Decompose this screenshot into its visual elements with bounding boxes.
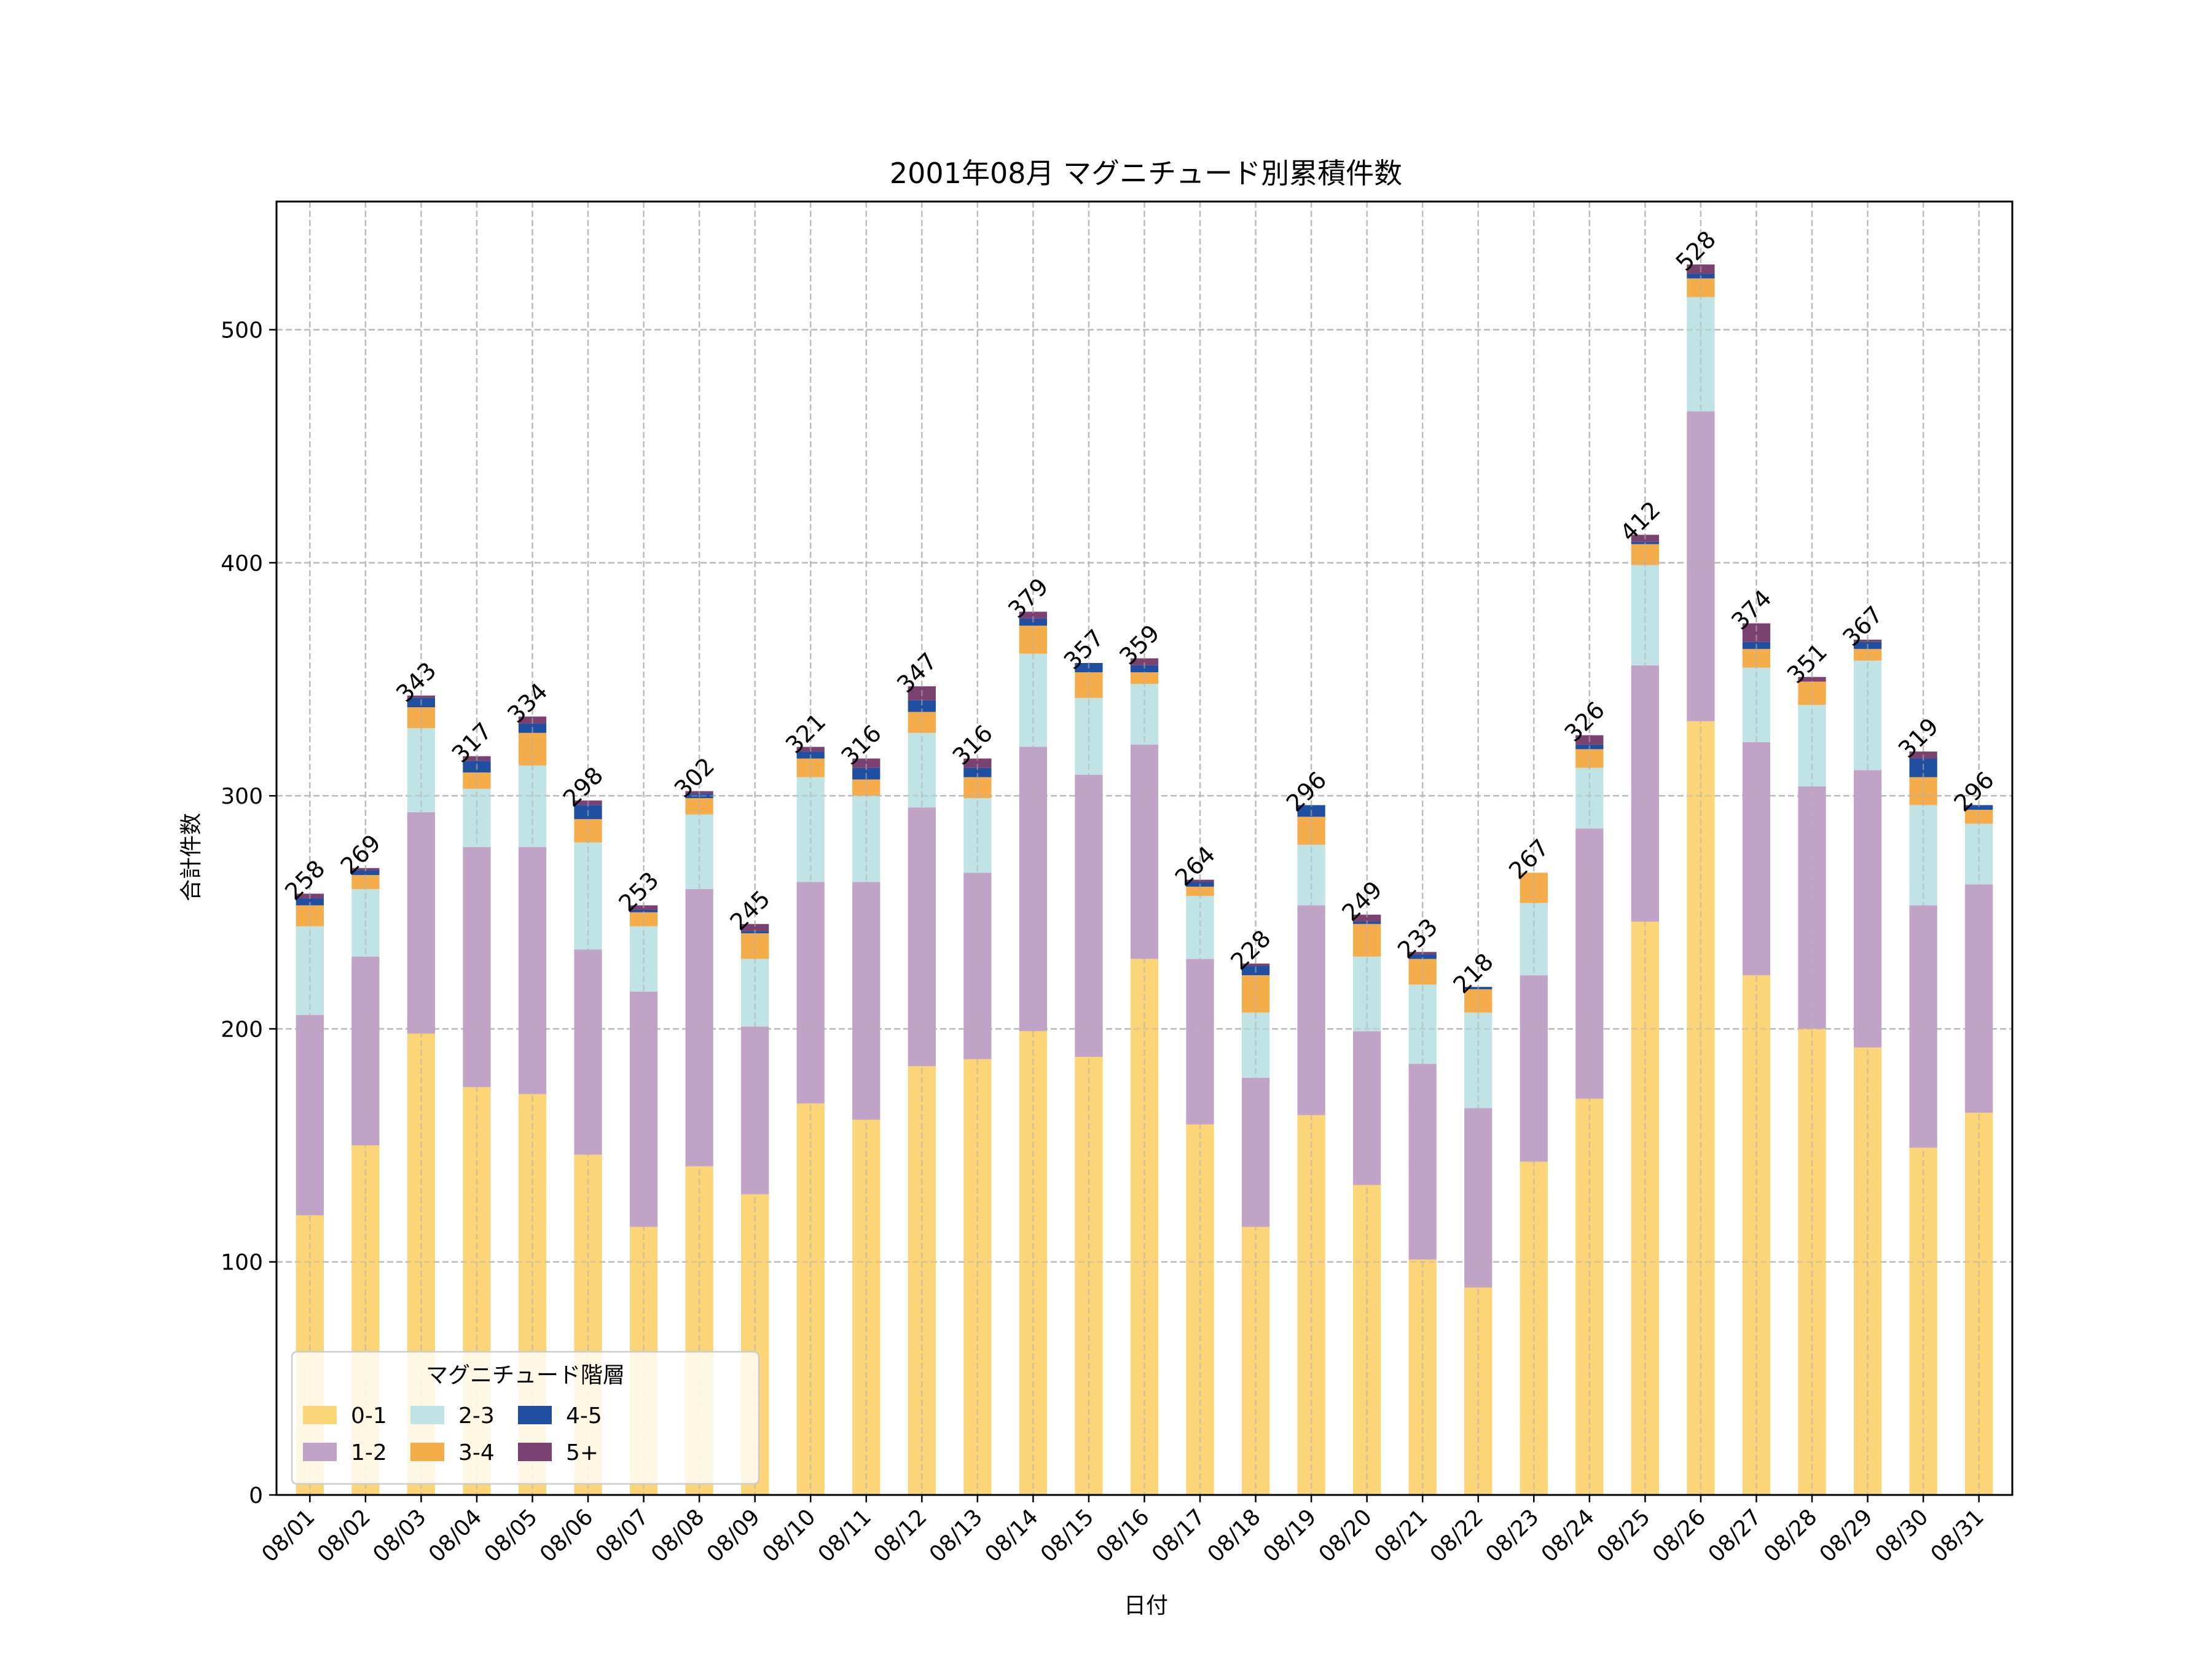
legend: マグニチュード階層 0-1 1-2 2-3 3-4 4-5 5+ bbox=[291, 1351, 760, 1485]
bar-segment-4-5 bbox=[296, 898, 324, 906]
bar-segment-4-5 bbox=[629, 910, 658, 912]
legend-swatch bbox=[303, 1406, 337, 1424]
y-tick-label: 100 bbox=[221, 1250, 263, 1276]
bar-segment-3-4 bbox=[741, 933, 769, 959]
legend-label: 0-1 bbox=[351, 1403, 387, 1429]
bar-segment-5plus bbox=[741, 924, 769, 931]
bar-stack bbox=[1353, 914, 1381, 1495]
bar-segment-4-5 bbox=[1408, 954, 1437, 959]
bar-segment-4-5 bbox=[1965, 805, 1993, 810]
bar-segment-4-5 bbox=[908, 700, 936, 712]
legend-label: 4-5 bbox=[566, 1403, 602, 1429]
legend-label: 3-4 bbox=[458, 1440, 495, 1465]
bar-segment-3-4 bbox=[1130, 672, 1159, 684]
bar-segment-3-4 bbox=[1909, 777, 1937, 806]
bar-segment-4-5 bbox=[1130, 665, 1159, 673]
bar-segment-4-5 bbox=[963, 767, 992, 777]
bar-segment-5plus bbox=[1241, 963, 1270, 967]
bar-segment-5plus bbox=[1798, 677, 1826, 682]
legend-swatch bbox=[410, 1406, 444, 1424]
legend-title: マグニチュード階層 bbox=[426, 1363, 625, 1388]
y-tick-label: 200 bbox=[221, 1017, 263, 1042]
bar-segment-1-2 bbox=[852, 882, 880, 1120]
legend-item: 3-4 bbox=[410, 1440, 495, 1465]
legend-swatch bbox=[303, 1443, 337, 1461]
bar-segment-3-4 bbox=[629, 912, 658, 927]
y-axis: 0 100 200 300 400 500 bbox=[221, 318, 276, 1508]
bar-segment-2-3 bbox=[463, 788, 491, 847]
legend-item: 0-1 bbox=[303, 1403, 387, 1429]
legend-item: 4-5 bbox=[518, 1403, 602, 1429]
bar-segment-3-4 bbox=[1186, 887, 1214, 896]
y-tick-label: 300 bbox=[221, 784, 263, 809]
bar-segment-3-4 bbox=[1965, 809, 1993, 824]
bar-segment-1-2 bbox=[1297, 905, 1325, 1115]
bar-segment-5plus bbox=[1130, 658, 1159, 665]
bar-segment-5plus bbox=[1353, 914, 1381, 922]
legend-swatch bbox=[518, 1406, 552, 1424]
legend-item: 2-3 bbox=[410, 1403, 495, 1429]
bar-segment-5plus bbox=[852, 758, 880, 768]
bar-segment-5plus bbox=[407, 696, 436, 698]
legend-swatch bbox=[518, 1443, 552, 1461]
legend-label: 5+ bbox=[566, 1440, 598, 1465]
y-tick-label: 500 bbox=[221, 318, 263, 343]
bars bbox=[276, 202, 2012, 1496]
chart-title: 2001年08月 マグニチュード別累積件数 bbox=[890, 157, 1402, 190]
y-axis-label: 合計件数 bbox=[179, 813, 204, 901]
bar-segment-1-2 bbox=[1853, 770, 1882, 1048]
y-tick-label: 400 bbox=[221, 551, 263, 576]
legend-swatch bbox=[410, 1443, 444, 1461]
x-axis-label: 日付 bbox=[1124, 1593, 1168, 1618]
y-tick-label: 0 bbox=[249, 1483, 263, 1508]
bar-segment-0-1 bbox=[1575, 1099, 1604, 1495]
bar-segment-1-2 bbox=[796, 882, 825, 1104]
bar-segment-3-4 bbox=[351, 875, 380, 889]
bar-segment-5plus bbox=[1186, 879, 1214, 882]
legend-label: 2-3 bbox=[458, 1403, 495, 1429]
bar-segment-5plus bbox=[963, 758, 992, 768]
bar-segment-5plus bbox=[1019, 611, 1048, 619]
bar-segment-2-3 bbox=[1853, 661, 1882, 771]
legend-item: 5+ bbox=[518, 1440, 598, 1465]
legend-item: 1-2 bbox=[303, 1440, 387, 1465]
bar-segment-4-5 bbox=[351, 870, 380, 876]
legend-label: 1-2 bbox=[351, 1440, 387, 1465]
